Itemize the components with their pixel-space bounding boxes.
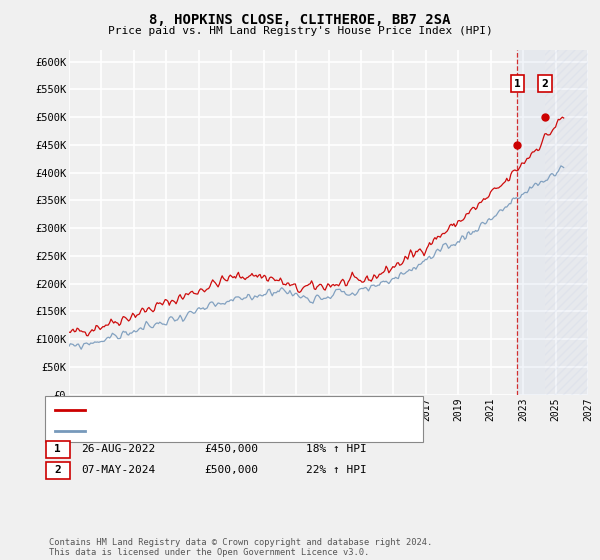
Bar — [545, 50, 588, 395]
Text: £500,000: £500,000 — [204, 465, 258, 475]
Text: 1: 1 — [54, 444, 61, 454]
Text: Price paid vs. HM Land Registry's House Price Index (HPI): Price paid vs. HM Land Registry's House … — [107, 26, 493, 36]
Text: 22% ↑ HPI: 22% ↑ HPI — [306, 465, 367, 475]
Text: 26-AUG-2022: 26-AUG-2022 — [81, 444, 155, 454]
Text: 18% ↑ HPI: 18% ↑ HPI — [306, 444, 367, 454]
Bar — [517, 50, 545, 395]
Text: 8, HOPKINS CLOSE, CLITHEROE, BB7 2SA (detached house): 8, HOPKINS CLOSE, CLITHEROE, BB7 2SA (de… — [90, 405, 401, 416]
Text: 2: 2 — [54, 465, 61, 475]
Text: £450,000: £450,000 — [204, 444, 258, 454]
Text: 07-MAY-2024: 07-MAY-2024 — [81, 465, 155, 475]
Text: 2: 2 — [542, 79, 548, 88]
Text: 1: 1 — [514, 79, 521, 88]
Text: Contains HM Land Registry data © Crown copyright and database right 2024.
This d: Contains HM Land Registry data © Crown c… — [49, 538, 433, 557]
Text: 8, HOPKINS CLOSE, CLITHEROE, BB7 2SA: 8, HOPKINS CLOSE, CLITHEROE, BB7 2SA — [149, 13, 451, 27]
Text: HPI: Average price, detached house, Ribble Valley: HPI: Average price, detached house, Ribb… — [90, 426, 378, 436]
